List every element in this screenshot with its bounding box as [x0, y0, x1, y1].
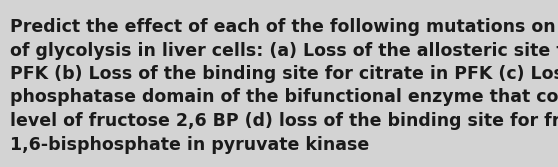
Text: of glycolysis in liver cells: (a) Loss of the allosteric site for ATP in: of glycolysis in liver cells: (a) Loss o… — [10, 42, 558, 59]
Text: level of fructose 2,6 BP (d) loss of the binding site for fructose: level of fructose 2,6 BP (d) loss of the… — [10, 112, 558, 130]
Text: 1,6-bisphosphate in pyruvate kinase: 1,6-bisphosphate in pyruvate kinase — [10, 135, 369, 153]
Text: phosphatase domain of the bifunctional enzyme that controls the: phosphatase domain of the bifunctional e… — [10, 89, 558, 107]
Text: PFK (b) Loss of the binding site for citrate in PFK (c) Loss of the: PFK (b) Loss of the binding site for cit… — [10, 65, 558, 83]
Text: Predict the effect of each of the following mutations on the pace: Predict the effect of each of the follow… — [10, 18, 558, 36]
